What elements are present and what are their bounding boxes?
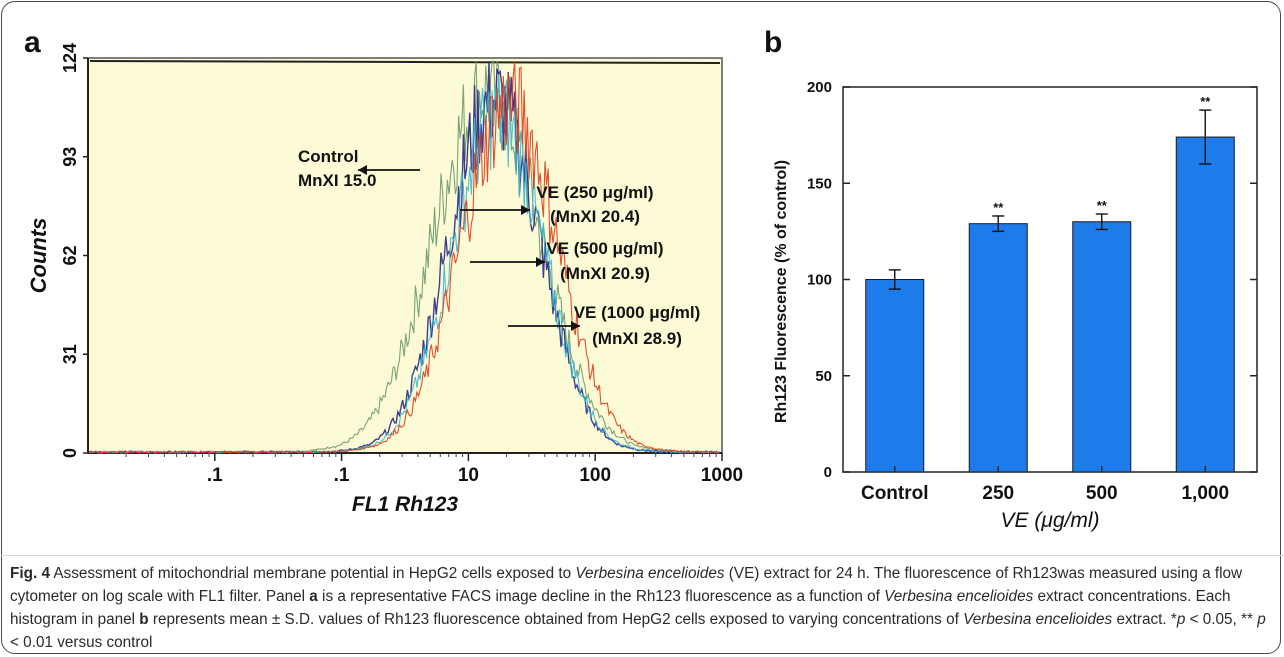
histogram-trace-3: [88, 61, 720, 454]
caption-text-8: < 0.01 versus control: [10, 634, 153, 651]
caption-fig-label: Fig. 4: [10, 565, 50, 582]
figure-caption: Fig. 4 Assessment of mitochondrial membr…: [10, 562, 1276, 654]
plot-area-background: [87, 57, 723, 454]
x-tick-label: 500: [1086, 483, 1118, 504]
histogram-trace-1: [88, 61, 720, 454]
x-tick-label: Control: [861, 483, 929, 504]
annotation-arrow-head-0: [358, 165, 367, 175]
caption-species-3: Verbesina encelioides: [963, 611, 1113, 628]
bar-2: [1072, 221, 1132, 473]
y-tick-label: 100: [807, 272, 832, 289]
annotation-arrow-head-3: [571, 321, 580, 331]
y-axis-title: Rh123 Fluorescence (% of control): [773, 160, 790, 423]
annotation-arrow-head-2: [536, 257, 545, 267]
y-tick-label: 200: [807, 79, 832, 96]
annotation-line1-0: Control: [298, 147, 358, 166]
panel-b-bar-chart: b 0 50 100 150 200 Control ** 250 ** 500 ** 1,000 VE …: [764, 26, 1258, 532]
annotation-line2-1: (MnXI 20.4): [550, 207, 640, 226]
x-tick-label: 1000: [701, 465, 743, 486]
annotation-arrow-head-1: [521, 205, 530, 215]
annotation-line1-2: VE (500 μg/ml): [546, 239, 663, 258]
bar-3: [1175, 136, 1235, 473]
caption-text-6: extract. *: [1112, 611, 1177, 628]
panel-b-label: b: [764, 26, 782, 59]
y-tick-label: 150: [807, 175, 832, 192]
top-boundary-line: [89, 60, 721, 64]
caption-panel-a: a: [309, 588, 318, 605]
y-tick-label: 62: [60, 245, 80, 265]
caption-text-7: < 0.05, **: [1185, 611, 1258, 628]
annotation-line2-2: (MnXI 20.9): [560, 264, 650, 283]
significance-mark-3: **: [1200, 94, 1211, 109]
y-tick-label: 0: [824, 464, 832, 481]
y-tick-label: 50: [815, 368, 832, 385]
caption-species-1: Verbesina encelioides: [575, 565, 725, 582]
x-tick-label: 100: [579, 465, 611, 486]
y-tick-label: 124: [60, 43, 80, 73]
caption-text-3: is a representative FACS image decline i…: [317, 588, 885, 605]
significance-mark-2: **: [1097, 198, 1108, 213]
y-tick-label: 93: [60, 147, 80, 167]
y-tick-label: 31: [60, 344, 80, 364]
caption-text-4: extract concentrations. Each histogram i…: [10, 588, 1231, 628]
x-tick-label: .1: [334, 465, 350, 486]
x-tick-label: 1,000: [1181, 483, 1229, 504]
caption-divider: [1, 555, 1283, 556]
caption-panel-b: b: [139, 611, 149, 628]
x-axis-title: VE (μg/ml): [1000, 509, 1099, 532]
y-tick-label: 0: [60, 448, 80, 458]
annotation-line1-3: VE (1000 μg/ml): [574, 303, 701, 322]
panel-a-histogram: a 0 31 62 93 124 .1 .1 10 100 1000 FL1 Rh123 Counts C…: [24, 26, 743, 516]
bar-0: [865, 279, 925, 473]
annotation-line2-3: (MnXI 28.9): [592, 329, 682, 348]
caption-text-5: represents mean ± S.D. values of Rh123 f…: [148, 611, 964, 628]
caption-species-2: Verbesina encelioides: [884, 588, 1034, 605]
x-axis-title: FL1 Rh123: [352, 493, 459, 516]
annotation-line2-0: MnXI 15.0: [298, 171, 376, 190]
significance-mark-1: **: [993, 200, 1004, 215]
x-tick-label: 10: [458, 465, 479, 486]
caption-text-2: (VE) extract for 24 h. The fluorescence …: [10, 565, 1243, 605]
bar-1: [968, 223, 1028, 473]
x-tick-label: 250: [982, 483, 1014, 504]
annotation-line1-1: VE (250 μg/ml): [536, 183, 653, 202]
caption-text-1: Assessment of mitochondrial membrane pot…: [49, 565, 576, 582]
y-axis-title: Counts: [26, 218, 51, 294]
x-tick-label: .1: [207, 465, 223, 486]
caption-p-symbol-2: p: [1257, 611, 1266, 628]
panel-a-label: a: [24, 26, 41, 59]
caption-p-symbol-1: p: [1176, 611, 1186, 628]
